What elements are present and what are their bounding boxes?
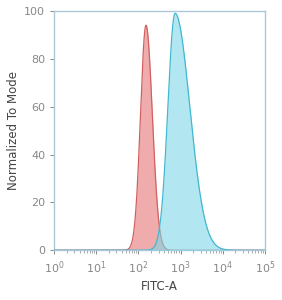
- X-axis label: FITC-A: FITC-A: [141, 280, 178, 293]
- Y-axis label: Normalized To Mode: Normalized To Mode: [7, 71, 20, 190]
